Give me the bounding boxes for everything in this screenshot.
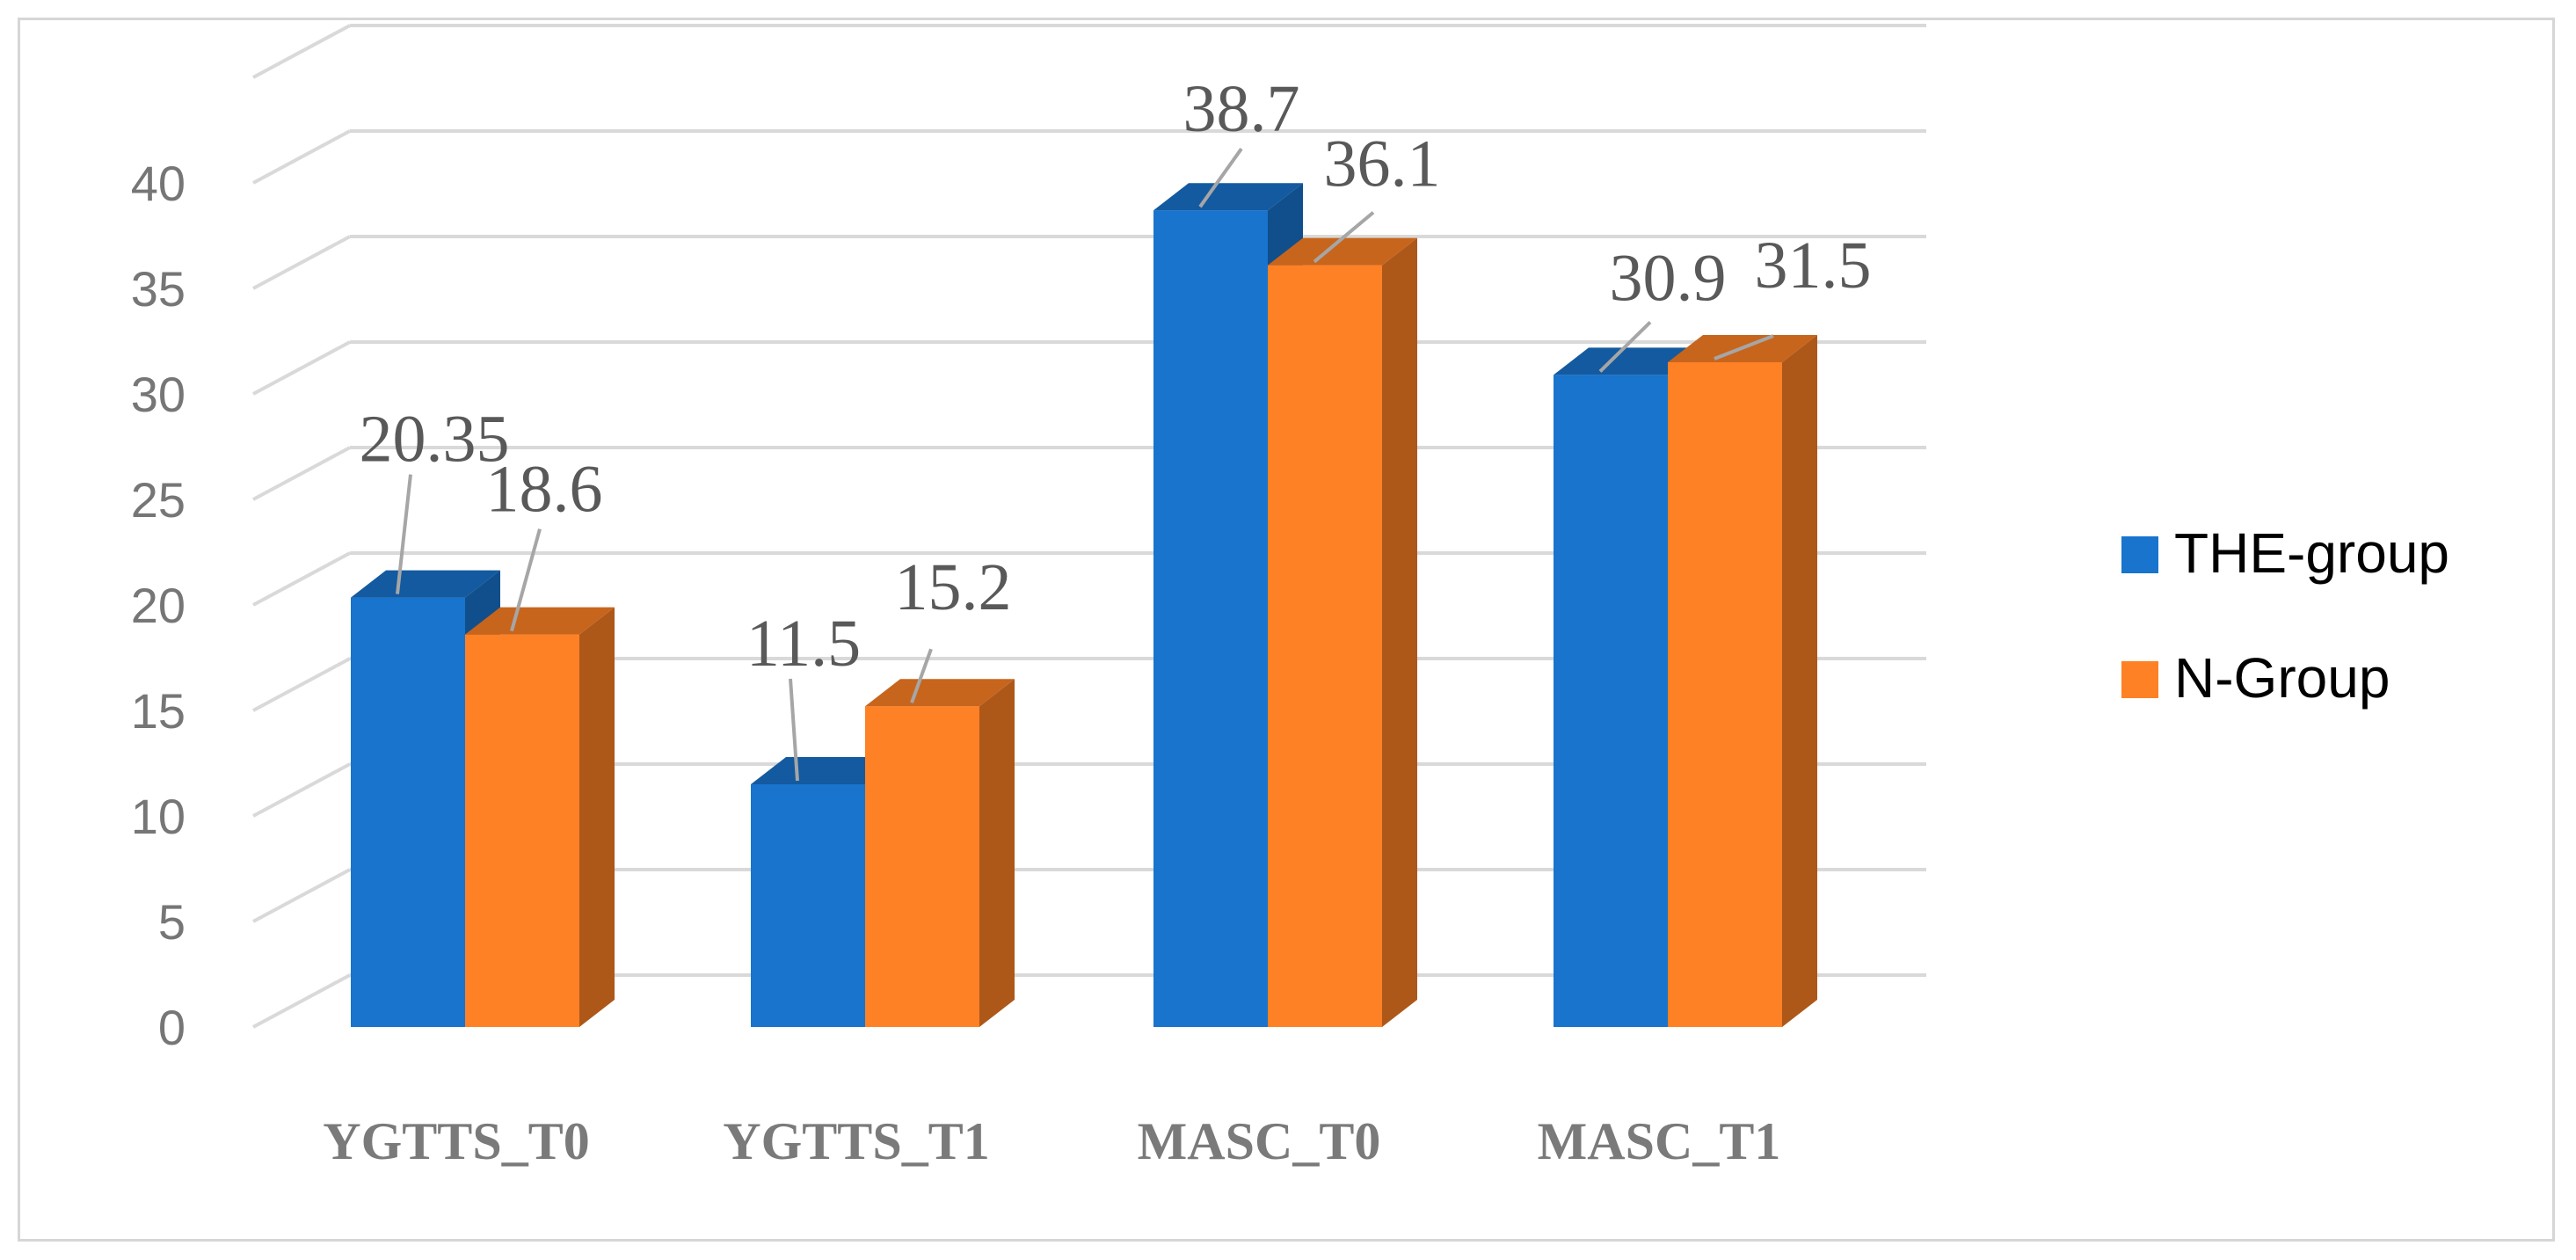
bar-top — [351, 570, 500, 598]
leader-line — [1313, 211, 1375, 264]
y-tick-label: 25 — [131, 472, 186, 528]
data-label: 15.2 — [895, 550, 1012, 624]
bar-side — [579, 607, 615, 1027]
data-label: 36.1 — [1324, 127, 1441, 201]
gridline-diagonal — [252, 551, 351, 607]
y-axis-ticks: 0 5 10 15 20 25 30 35 40 — [131, 156, 186, 1055]
bar-front — [1268, 265, 1382, 1028]
legend-swatch — [2121, 536, 2158, 573]
y-tick-label: 30 — [131, 367, 186, 422]
bar-side — [1382, 237, 1417, 1028]
data-label: 38.7 — [1183, 72, 1300, 146]
bar-top — [1153, 183, 1303, 211]
bar-top — [865, 679, 1015, 707]
gridline-diagonal — [252, 657, 351, 712]
legend-label: THE-group — [2174, 521, 2449, 585]
leader-line — [789, 678, 799, 782]
gridline-diagonal — [252, 129, 351, 185]
bar-top — [1268, 237, 1417, 266]
x-axis-categories: YGTTS_T0 YGTTS_T1 MASC_T0 MASC_T1 — [323, 1112, 1780, 1170]
category-label: YGTTS_T1 — [723, 1112, 989, 1170]
chart-frame: 0 5 10 15 20 25 30 35 40 20.35 18.6 11.5 15.2 38.7 36… — [18, 18, 2555, 1242]
category-label: YGTTS_T0 — [323, 1112, 589, 1170]
bar-front — [865, 706, 979, 1027]
gridline-diagonal — [252, 235, 351, 290]
gridline-diagonal — [252, 762, 351, 818]
bar-front — [1153, 210, 1268, 1027]
y-tick-label: 35 — [131, 261, 186, 317]
bar-front — [751, 784, 865, 1027]
leader-line — [396, 474, 412, 594]
leader-line — [1714, 334, 1774, 361]
leader-line — [1198, 148, 1243, 208]
bar-side — [1782, 335, 1817, 1027]
data-label: 30.9 — [1610, 241, 1727, 315]
gridline-diagonal — [252, 340, 351, 396]
y-tick-label: 0 — [158, 1000, 186, 1055]
leader-line — [510, 528, 542, 632]
gridline-diagonal — [252, 868, 351, 923]
y-tick-label: 20 — [131, 578, 186, 633]
bar-top — [751, 757, 900, 784]
data-label: 11.5 — [746, 607, 861, 681]
bar-front — [351, 597, 465, 1027]
bar-front — [1554, 375, 1668, 1027]
bar-front — [465, 634, 579, 1027]
leader-lines — [396, 148, 1774, 782]
y-tick-label: 5 — [158, 894, 186, 950]
legend-swatch — [2121, 661, 2158, 698]
category-label: MASC_T0 — [1138, 1112, 1381, 1170]
bar-top — [465, 607, 615, 635]
bars — [351, 183, 1817, 1028]
legend: THE-group N-Group — [2121, 521, 2449, 710]
bar-side — [979, 679, 1015, 1027]
gridline-diagonal — [252, 24, 351, 79]
gridline-diagonal — [252, 973, 351, 1029]
leader-line — [1598, 320, 1652, 373]
bar-front — [1668, 362, 1782, 1027]
data-label: 18.6 — [486, 453, 603, 527]
legend-label: N-Group — [2174, 646, 2390, 710]
gridline-diagonal — [252, 446, 351, 501]
y-tick-label: 40 — [131, 156, 186, 211]
y-tick-label: 10 — [131, 789, 186, 844]
category-label: MASC_T1 — [1538, 1112, 1781, 1170]
leader-line — [910, 648, 933, 703]
data-label: 20.35 — [360, 403, 510, 477]
data-label: 31.5 — [1755, 229, 1872, 302]
bar-top — [1554, 347, 1703, 375]
y-tick-label: 15 — [131, 683, 186, 739]
